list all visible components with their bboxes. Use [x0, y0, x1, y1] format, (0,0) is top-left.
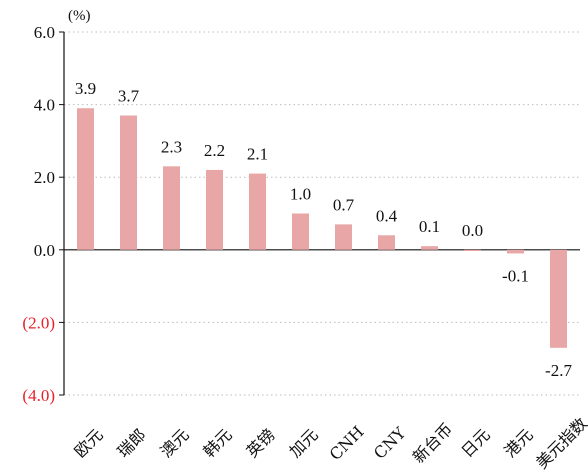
- y-tick-label: 2.0: [34, 168, 55, 187]
- y-tick-label: 0.0: [34, 241, 55, 260]
- data-label: 2.3: [161, 137, 182, 156]
- y-tick-label: (4.0): [22, 386, 55, 405]
- data-label: 2.2: [204, 141, 225, 160]
- y-tick-label: 6.0: [34, 23, 55, 42]
- bar: [206, 169, 223, 250]
- x-tick-label: 美元指数: [532, 414, 588, 473]
- data-label: -2.7: [545, 361, 572, 380]
- x-tick-label: 英镑: [243, 425, 279, 461]
- bar: [163, 166, 180, 250]
- y-tick-label: 4.0: [34, 96, 55, 115]
- bar: [421, 246, 438, 250]
- data-label: 0.7: [333, 195, 355, 214]
- data-label: -0.1: [502, 266, 529, 285]
- bar: [335, 224, 352, 250]
- bar: [507, 249, 524, 254]
- data-label: 0.0: [462, 221, 483, 240]
- data-label: 2.1: [247, 145, 268, 164]
- data-label: 0.4: [376, 206, 398, 225]
- bar: [292, 213, 309, 250]
- data-label: 0.1: [419, 217, 440, 236]
- x-tick-label: CNH: [326, 422, 368, 464]
- bar: [378, 235, 395, 250]
- bar: [120, 115, 137, 250]
- x-tick-label: 欧元: [71, 425, 107, 461]
- bar: [550, 249, 567, 348]
- x-tick-label: 韩元: [200, 425, 236, 461]
- x-tick-label: 加元: [286, 425, 322, 461]
- bar: [77, 108, 94, 250]
- x-tick-label: 港元: [501, 425, 537, 461]
- x-tick-label: 新台币: [409, 419, 456, 466]
- bar: [249, 173, 266, 250]
- data-label: 3.9: [75, 79, 96, 98]
- x-tick-label: 澳元: [157, 425, 193, 461]
- x-tick-label: CNY: [370, 423, 410, 463]
- y-tick-label: (2.0): [22, 313, 55, 332]
- data-label: 1.0: [290, 185, 311, 204]
- data-label: 3.7: [118, 86, 140, 105]
- y-unit-label: (%): [68, 8, 91, 24]
- x-tick-label: 瑞郎: [114, 425, 150, 461]
- x-tick-label: 日元: [458, 425, 494, 461]
- bar: [464, 249, 481, 251]
